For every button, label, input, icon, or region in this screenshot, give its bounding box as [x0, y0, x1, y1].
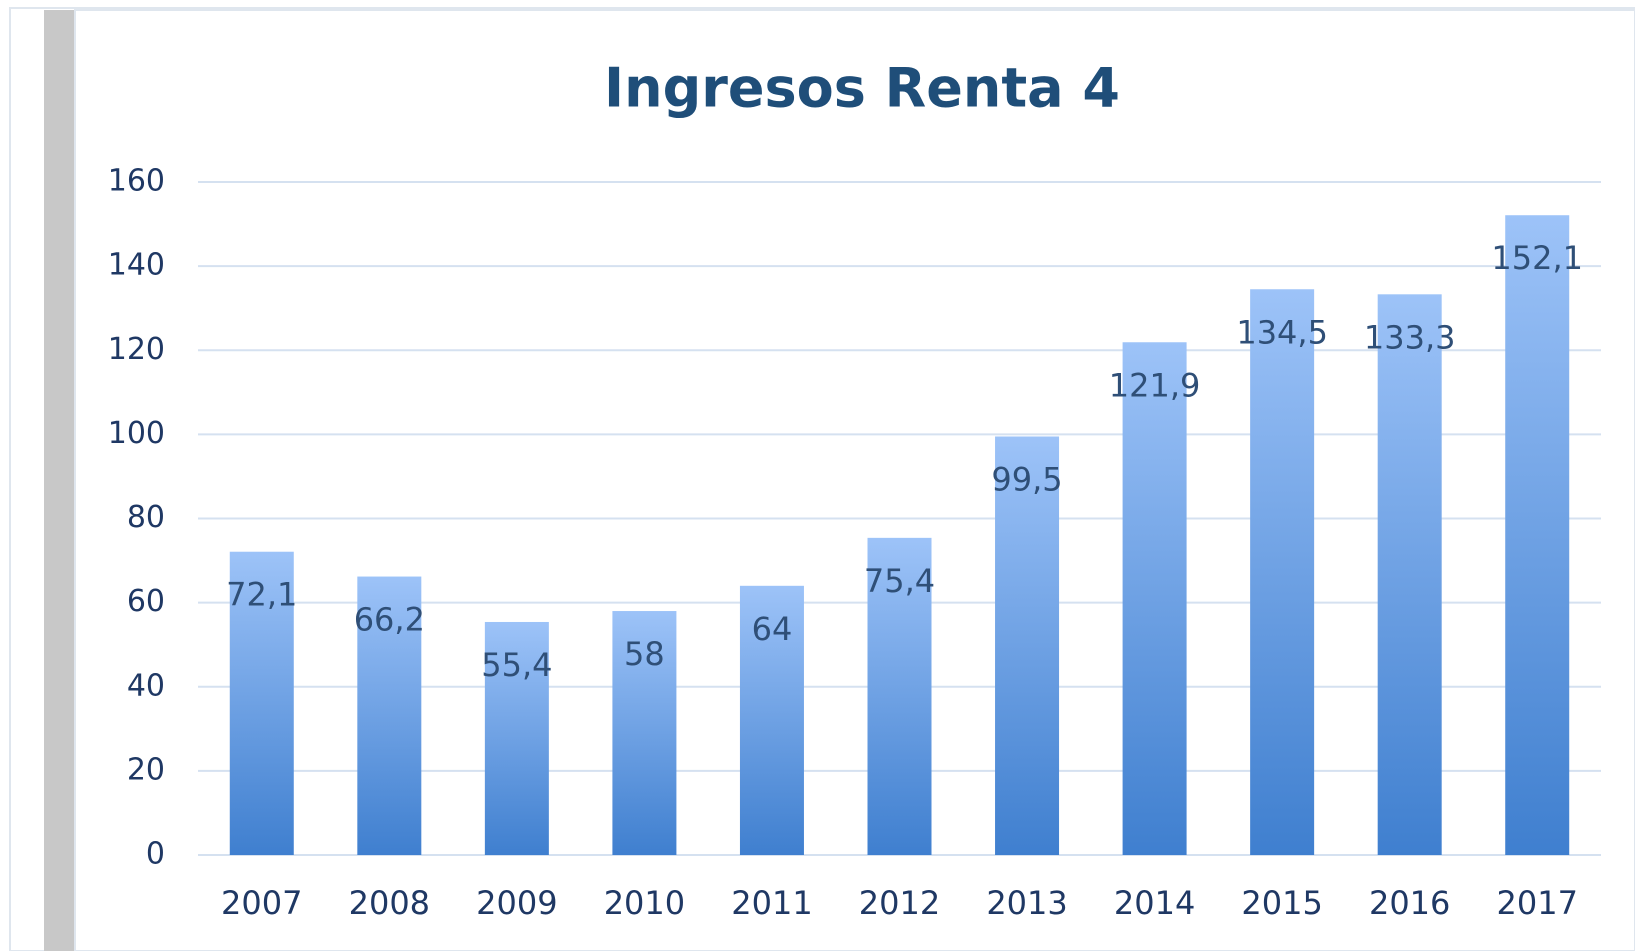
- data-label: 121,9: [1109, 366, 1201, 404]
- y-tick-label: 140: [108, 248, 165, 283]
- chart-area: [74, 9, 1635, 951]
- y-tick-label: 20: [127, 752, 165, 787]
- data-label: 55,4: [481, 646, 552, 684]
- bar: [1250, 289, 1315, 855]
- x-tick-label: 2013: [986, 884, 1067, 922]
- chart-title: Ingresos Renta 4: [604, 57, 1120, 120]
- x-tick-label: 2015: [1241, 884, 1322, 922]
- data-label: 133,3: [1364, 318, 1456, 356]
- data-label: 72,1: [226, 576, 297, 614]
- x-tick-label: 2017: [1497, 884, 1578, 922]
- y-tick-label: 40: [127, 668, 165, 703]
- x-tick-label: 2010: [604, 884, 685, 922]
- data-label: 134,5: [1236, 313, 1328, 351]
- y-tick-label: 0: [146, 837, 165, 872]
- bar: [1505, 215, 1570, 855]
- y-tick-label: 100: [108, 416, 165, 451]
- bar: [867, 537, 932, 855]
- data-label: 75,4: [864, 562, 935, 600]
- bar: [1122, 342, 1187, 855]
- data-label: 58: [624, 635, 665, 673]
- data-label: 99,5: [991, 460, 1062, 498]
- x-tick-label: 2008: [349, 884, 430, 922]
- x-tick-label: 2011: [731, 884, 812, 922]
- y-tick-label: 80: [127, 500, 165, 535]
- x-tick-label: 2016: [1369, 884, 1450, 922]
- bar: [484, 621, 549, 855]
- bar: [739, 585, 804, 855]
- data-label: 66,2: [354, 601, 425, 639]
- x-tick-label: 2007: [221, 884, 302, 922]
- x-tick-label: 2014: [1114, 884, 1195, 922]
- y-tick-label: 160: [108, 164, 165, 199]
- y-tick-label: 120: [108, 332, 165, 367]
- side-bar: [44, 10, 75, 951]
- y-tick-label: 60: [127, 584, 165, 619]
- data-label: 152,1: [1491, 239, 1583, 277]
- bar: [229, 551, 294, 855]
- bar: [357, 576, 422, 855]
- bar: [1377, 294, 1442, 855]
- bar: [995, 436, 1060, 855]
- bar: [612, 611, 677, 855]
- x-tick-label: 2012: [859, 884, 940, 922]
- x-tick-label: 2009: [476, 884, 557, 922]
- data-label: 64: [752, 610, 793, 648]
